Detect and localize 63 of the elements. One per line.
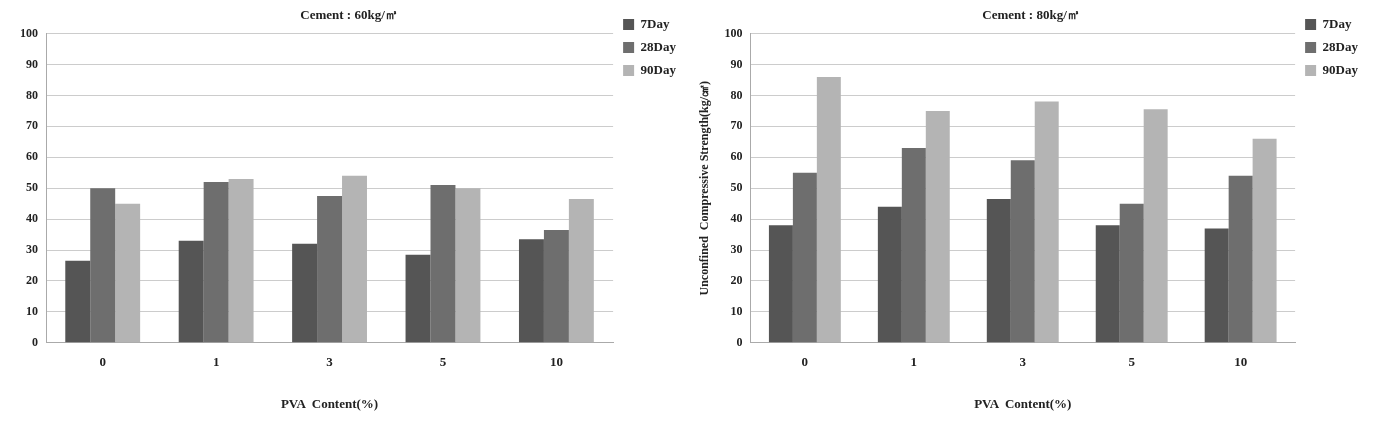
y-tick-label: 30 (730, 242, 743, 257)
bar (768, 225, 793, 343)
y-tick-label: 40 (730, 211, 743, 226)
y-tick-label: 90 (26, 56, 38, 71)
bar (317, 195, 343, 343)
legend-label: 90Day (1322, 61, 1359, 77)
y-axis-title: Unconfined Compressive Strength(kg/㎠) (697, 80, 712, 296)
bar (1228, 175, 1253, 343)
x-axis-title: PVA Content(%) (280, 395, 379, 411)
legend-label: 28Day (1322, 38, 1359, 54)
legend-label: 7Day (640, 15, 670, 31)
bar (405, 254, 431, 343)
bar (65, 260, 91, 343)
chart-title: Cement : 80kg/㎥ (982, 7, 1080, 23)
x-tick-label: 1 (910, 353, 918, 369)
x-tick-label: 5 (1128, 353, 1136, 369)
x-tick-label: 1 (212, 353, 220, 369)
y-tick-label: 100 (724, 25, 743, 40)
x-axis-title: PVA Content(%) (974, 395, 1072, 411)
y-tick-label: 100 (20, 25, 38, 40)
x-tick-label: 10 (1234, 353, 1248, 369)
y-tick-label: 70 (730, 118, 743, 133)
y-tick-label: 80 (26, 87, 38, 102)
bar (203, 182, 229, 343)
y-tick-label: 70 (26, 118, 38, 133)
bar (292, 243, 318, 343)
bar (1119, 203, 1144, 343)
bar (1204, 228, 1229, 343)
y-tick-label: 0 (736, 334, 743, 349)
bar (90, 188, 116, 343)
legend-label: 90Day (640, 61, 677, 77)
x-tick-label: 3 (1019, 353, 1027, 369)
bar (877, 206, 902, 343)
x-tick-label: 5 (439, 353, 447, 369)
legend-label: 7Day (1322, 15, 1352, 31)
y-tick-label: 0 (32, 334, 38, 349)
bar (430, 185, 456, 343)
y-tick-label: 60 (730, 149, 743, 164)
x-tick-label: 0 (801, 353, 809, 369)
y-tick-label: 50 (730, 180, 743, 195)
y-tick-label: 40 (26, 211, 38, 226)
bar (986, 199, 1011, 343)
bar (901, 148, 926, 343)
x-tick-label: 0 (99, 353, 106, 369)
y-tick-label: 30 (26, 242, 38, 257)
chart-title: Cement : 60kg/㎥ (300, 7, 398, 23)
legend-label: 28Day (640, 38, 677, 54)
y-tick-label: 10 (730, 303, 743, 318)
bar (518, 239, 544, 343)
y-tick-label: 90 (730, 56, 743, 71)
y-tick-label: 10 (26, 303, 38, 318)
x-tick-label: 3 (326, 353, 334, 369)
bar (1010, 160, 1035, 343)
bar (543, 229, 569, 343)
x-tick-label: 10 (549, 353, 563, 369)
y-tick-label: 60 (26, 149, 38, 164)
y-tick-label: 20 (26, 273, 38, 288)
bar (178, 240, 204, 343)
y-tick-label: 80 (730, 87, 743, 102)
bar (792, 172, 817, 343)
bar (1095, 225, 1120, 343)
y-tick-label: 50 (26, 180, 38, 195)
y-tick-label: 20 (730, 273, 743, 288)
